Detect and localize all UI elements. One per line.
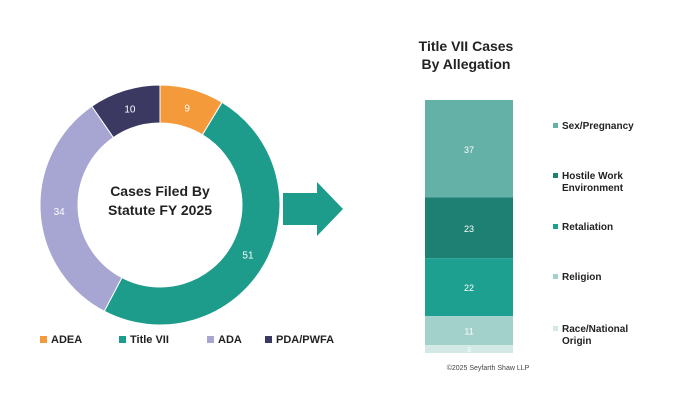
donut-slice-title-vii xyxy=(103,101,281,326)
stack-legend-label-religion: Religion xyxy=(562,272,601,283)
legend-swatch-pda-pwfa xyxy=(265,336,272,343)
legend-label-adea: ADEA xyxy=(51,334,82,346)
donut-value-label-pda-pwfa: 10 xyxy=(124,105,136,116)
copyright-text: ©2025 Seyfarth Shaw LLP xyxy=(447,364,530,372)
stacked-bar-value-labels: 37 23 22 11 3 xyxy=(464,145,474,354)
donut-chart xyxy=(39,84,281,326)
stack-legend-swatch-race-national-origin xyxy=(553,326,558,331)
legend-label-title-vii: Title VII xyxy=(130,334,169,346)
stack-legend-swatch-sex-pregnancy xyxy=(553,123,558,128)
connector-arrow xyxy=(283,182,343,236)
stack-legend-label-sex-pregnancy: Sex/Pregnancy xyxy=(562,121,634,132)
donut-value-label-title-vii: 51 xyxy=(242,251,254,262)
legend-swatch-ada xyxy=(207,336,214,343)
stack-legend-swatch-retaliation xyxy=(553,224,558,229)
donut-value-label-adea: 9 xyxy=(184,104,190,115)
donut-slice-ada xyxy=(39,105,123,312)
stack-legend-label-race-national-origin-line-1: Race/National xyxy=(562,324,628,335)
stack-value-label-race-national-origin: 3 xyxy=(467,347,471,354)
stack-value-label-sex-pregnancy: 37 xyxy=(464,145,474,155)
donut-value-labels: 9 51 34 10 xyxy=(54,104,254,262)
donut-title-line-2: Statute FY 2025 xyxy=(108,202,212,218)
stack-value-label-religion: 11 xyxy=(464,327,473,337)
stack-segment-race-national-origin xyxy=(425,345,513,353)
stack-value-label-retaliation: 22 xyxy=(464,283,474,293)
donut-value-label-ada: 34 xyxy=(54,207,66,218)
stack-legend-swatch-religion xyxy=(553,274,558,279)
legend-label-ada: ADA xyxy=(218,334,242,346)
stack-segment-sex-pregnancy xyxy=(425,100,513,198)
stack-segment-hostile-work-environment xyxy=(425,197,513,259)
stacked-bar-chart xyxy=(425,100,513,353)
stack-title-line-1: Title VII Cases xyxy=(419,38,514,54)
legend-swatch-adea xyxy=(40,336,47,343)
stack-value-label-hostile-work-environment: 23 xyxy=(464,224,474,234)
stack-legend-swatch-hostile-work-environment xyxy=(553,173,558,178)
stack-segment-retaliation xyxy=(425,258,513,317)
stack-legend-label-race-national-origin-line-2: Origin xyxy=(562,336,591,347)
legend-label-pda-pwfa: PDA/PWFA xyxy=(276,334,334,346)
donut-slice-pda-pwfa xyxy=(91,84,161,139)
stack-segment-religion xyxy=(425,316,513,346)
stack-legend-label-hostile-work-environment-line-2: Environment xyxy=(562,183,624,194)
stack-title-line-2: By Allegation xyxy=(422,56,511,72)
stack-legend-label-hostile-work-environment-line-1: Hostile Work xyxy=(562,171,623,182)
stack-legend-label-retaliation: Retaliation xyxy=(562,222,613,233)
donut-legend: ADEA Title VII ADA PDA/PWFA xyxy=(40,334,334,346)
donut-title-line-1: Cases Filed By xyxy=(110,183,210,199)
legend-swatch-title-vii xyxy=(119,336,126,343)
